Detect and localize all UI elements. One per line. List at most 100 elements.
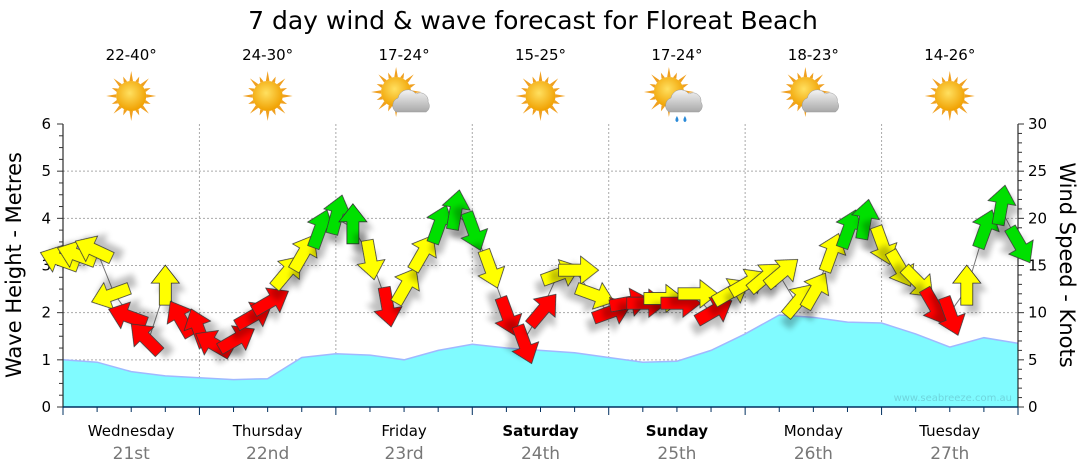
sun-ray [259, 109, 264, 116]
cloud-shape [392, 89, 430, 113]
sun-ray [111, 100, 119, 105]
sun-ray [555, 94, 566, 98]
date-label: 27th [930, 444, 969, 464]
sun-ray [376, 83, 384, 88]
sun-disc [252, 81, 283, 111]
sun-ray [522, 105, 532, 114]
sun-ray [394, 67, 398, 78]
sun-disc [934, 81, 965, 111]
temperature-range: 18-23° [788, 46, 839, 64]
sun-ray [678, 74, 687, 83]
sun-ray [521, 87, 528, 92]
day-label: Tuesday [918, 422, 980, 440]
wind-arrow [338, 203, 368, 245]
sun-ray [544, 76, 549, 83]
wind-arrow [460, 210, 489, 251]
sun-ray [932, 105, 941, 114]
y-axis-label-right: Wind Speed - Knots [1055, 162, 1079, 367]
sun-ray [522, 78, 532, 87]
wind-arrow [899, 263, 934, 298]
y-tick-label-left: 1 [41, 351, 51, 369]
cloud-icon [392, 89, 430, 113]
wind-arrow [250, 287, 289, 317]
y-tick-label-right: 30 [1028, 115, 1047, 133]
sun-ray [930, 87, 937, 92]
wind-arrow [574, 281, 615, 310]
sun-ray [140, 105, 149, 114]
weather-sunny-icon [106, 71, 157, 121]
y-tick-label-right: 10 [1028, 304, 1047, 322]
cloud-icon [801, 89, 839, 113]
wind-arrow [987, 184, 1017, 227]
day-label: Friday [381, 422, 427, 440]
sun-ray [376, 96, 384, 101]
sun-ray [538, 110, 543, 121]
wave-height-line [62, 314, 1019, 381]
y-tick-label-right: 0 [1028, 398, 1038, 416]
sun-ray [932, 78, 941, 87]
sun-ray [814, 74, 824, 83]
sun-ray [271, 76, 276, 83]
sun-ray [265, 110, 270, 121]
y-tick-label-left: 6 [41, 115, 51, 133]
watermark: www.seabreeze.com.au [894, 393, 1012, 404]
sun-ray [818, 83, 825, 88]
sun-ray [681, 83, 689, 88]
sun-ray [113, 78, 122, 87]
wind-arrow [511, 323, 540, 365]
sun-ray [265, 71, 270, 82]
sun-ray [649, 96, 656, 101]
date-label: 26th [794, 444, 833, 464]
sun-ray [378, 101, 387, 110]
sun-ray [388, 105, 393, 112]
weather-showers-icon [643, 67, 703, 122]
sun-ray [924, 94, 935, 98]
sun-ray [378, 74, 387, 83]
wind-arrow [850, 198, 881, 241]
sun-ray [409, 83, 416, 88]
sun-ray [242, 94, 253, 98]
sun-ray [549, 105, 559, 114]
sun-ray [787, 74, 797, 83]
sun-ray [803, 67, 808, 78]
day-label: Monday [784, 422, 843, 440]
sun-ray [111, 87, 119, 92]
sun-disc [116, 81, 147, 111]
sun-ray [271, 109, 276, 116]
sun-ray [962, 87, 970, 92]
sun-ray [113, 105, 122, 114]
date-label: 22nd [246, 444, 289, 464]
weather-sunny-icon [515, 71, 566, 121]
sun-ray [388, 72, 393, 79]
weather-partly-cloudy-icon [371, 67, 430, 117]
wind-arrow [558, 255, 600, 286]
raindrop-icon [675, 116, 679, 122]
sun-ray [787, 101, 797, 110]
sun-ray [259, 76, 264, 83]
sun-ray [660, 105, 665, 112]
y-axis-label-left: Wave Height - Metres [2, 152, 26, 378]
wind-arrow [407, 234, 437, 274]
y-tick-label-left: 0 [41, 398, 51, 416]
sun-ray [144, 87, 151, 92]
sun-ray [282, 94, 293, 98]
wind-arrow [525, 293, 557, 330]
temperature-range: 24-30° [242, 46, 293, 64]
sun-ray [660, 72, 665, 79]
sun-disc [525, 81, 556, 111]
wind-arrow [494, 295, 523, 336]
sun-ray [521, 100, 528, 105]
sun-ray [643, 90, 655, 94]
sun-ray [532, 109, 537, 116]
sun-ray [140, 78, 149, 87]
wind-arrow [799, 272, 830, 312]
y-tick-label-left: 2 [41, 304, 51, 322]
sun-ray [941, 76, 946, 83]
y-tick-label-right: 5 [1028, 351, 1038, 369]
y-tick-label-left: 4 [41, 209, 51, 227]
wind-arrow [74, 235, 115, 265]
sun-ray [797, 105, 802, 112]
sun-ray [276, 78, 286, 87]
sun-ray [538, 71, 543, 82]
